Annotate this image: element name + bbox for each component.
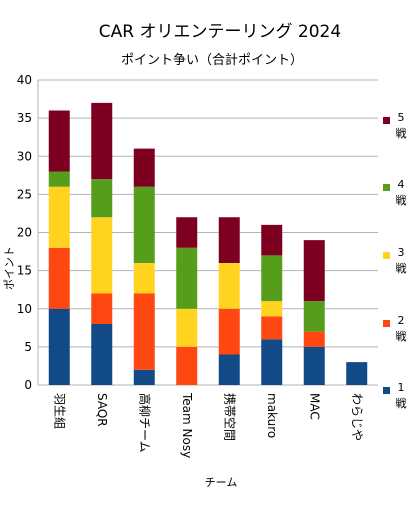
bar-segment — [91, 179, 113, 218]
bar-segment — [218, 263, 240, 309]
bar-segment — [176, 217, 198, 248]
bar-segment — [176, 308, 198, 347]
bar-segment — [261, 255, 283, 302]
chart-title: CAR オリエンテーリング 2024 — [99, 22, 341, 42]
bar-segment — [218, 308, 240, 355]
bar-segment — [176, 346, 198, 385]
bar-segment — [48, 110, 70, 172]
bar-segment — [48, 247, 70, 309]
legend-swatch — [383, 117, 390, 124]
bar-segment — [346, 362, 368, 385]
legend-swatch — [383, 184, 390, 191]
bar-segment — [218, 217, 240, 263]
bar-segment — [303, 240, 325, 302]
bar-segment — [176, 247, 198, 309]
bar-segment — [218, 354, 240, 385]
bar-segment — [133, 293, 155, 370]
bar-segment — [303, 331, 325, 347]
x-tick-label: SAQR — [95, 393, 109, 427]
y-tick-label: 0 — [24, 378, 32, 392]
legend: 5 戦 4 戦 3 戦 2 戦 1 戦 — [383, 111, 407, 410]
x-tick-label: MAC — [307, 393, 321, 420]
legend-swatch — [383, 387, 390, 394]
chart-subtitle: ポイント争い（合計ポイント） — [121, 52, 303, 68]
bar-segment — [261, 316, 283, 340]
bar-segment — [261, 339, 283, 385]
y-axis-ticks: 0 5 10 15 20 25 30 35 40 — [17, 73, 32, 392]
y-tick-label: 35 — [17, 111, 32, 125]
y-tick-label: 40 — [17, 73, 32, 87]
x-tick-label: わらじや — [350, 393, 364, 441]
x-tick-label: makuro — [265, 393, 279, 438]
legend-swatch — [383, 252, 390, 259]
y-tick-label: 30 — [17, 149, 32, 163]
x-axis-ticks: 羽生組 SAQR 高柳チーム Team Nosy 携帯空間 makuro MAC わらじや — [52, 392, 364, 458]
bars — [48, 102, 368, 385]
x-tick-label: 高柳チーム — [137, 393, 152, 453]
bar-segment — [48, 186, 70, 248]
y-tick-label: 15 — [17, 264, 32, 278]
legend-swatch — [383, 320, 390, 327]
bar-segment — [91, 102, 113, 180]
y-axis-label: ポイント — [3, 246, 16, 290]
bar-segment — [261, 224, 283, 256]
bar-segment — [303, 301, 325, 332]
bar-segment — [48, 171, 70, 187]
x-axis-label: チーム — [205, 476, 238, 489]
bar-segment — [133, 148, 155, 187]
bar-segment — [91, 293, 113, 324]
bar-segment — [133, 369, 155, 385]
y-tick-label: 5 — [24, 340, 32, 354]
bar-segment — [133, 263, 155, 294]
bar-segment — [303, 346, 325, 385]
y-tick-label: 10 — [17, 302, 32, 316]
x-tick-label: 携帯空間 — [222, 393, 237, 441]
bar-segment — [91, 217, 113, 294]
y-tick-label: 20 — [17, 226, 32, 240]
bar-segment — [133, 186, 155, 263]
bar-segment — [91, 324, 113, 385]
y-tick-label: 25 — [17, 187, 32, 201]
gridlines — [37, 79, 378, 386]
bar-segment — [48, 308, 70, 385]
bar-segment — [261, 301, 283, 317]
x-tick-label: 羽生組 — [52, 393, 66, 429]
x-tick-label: Team Nosy — [180, 392, 194, 458]
